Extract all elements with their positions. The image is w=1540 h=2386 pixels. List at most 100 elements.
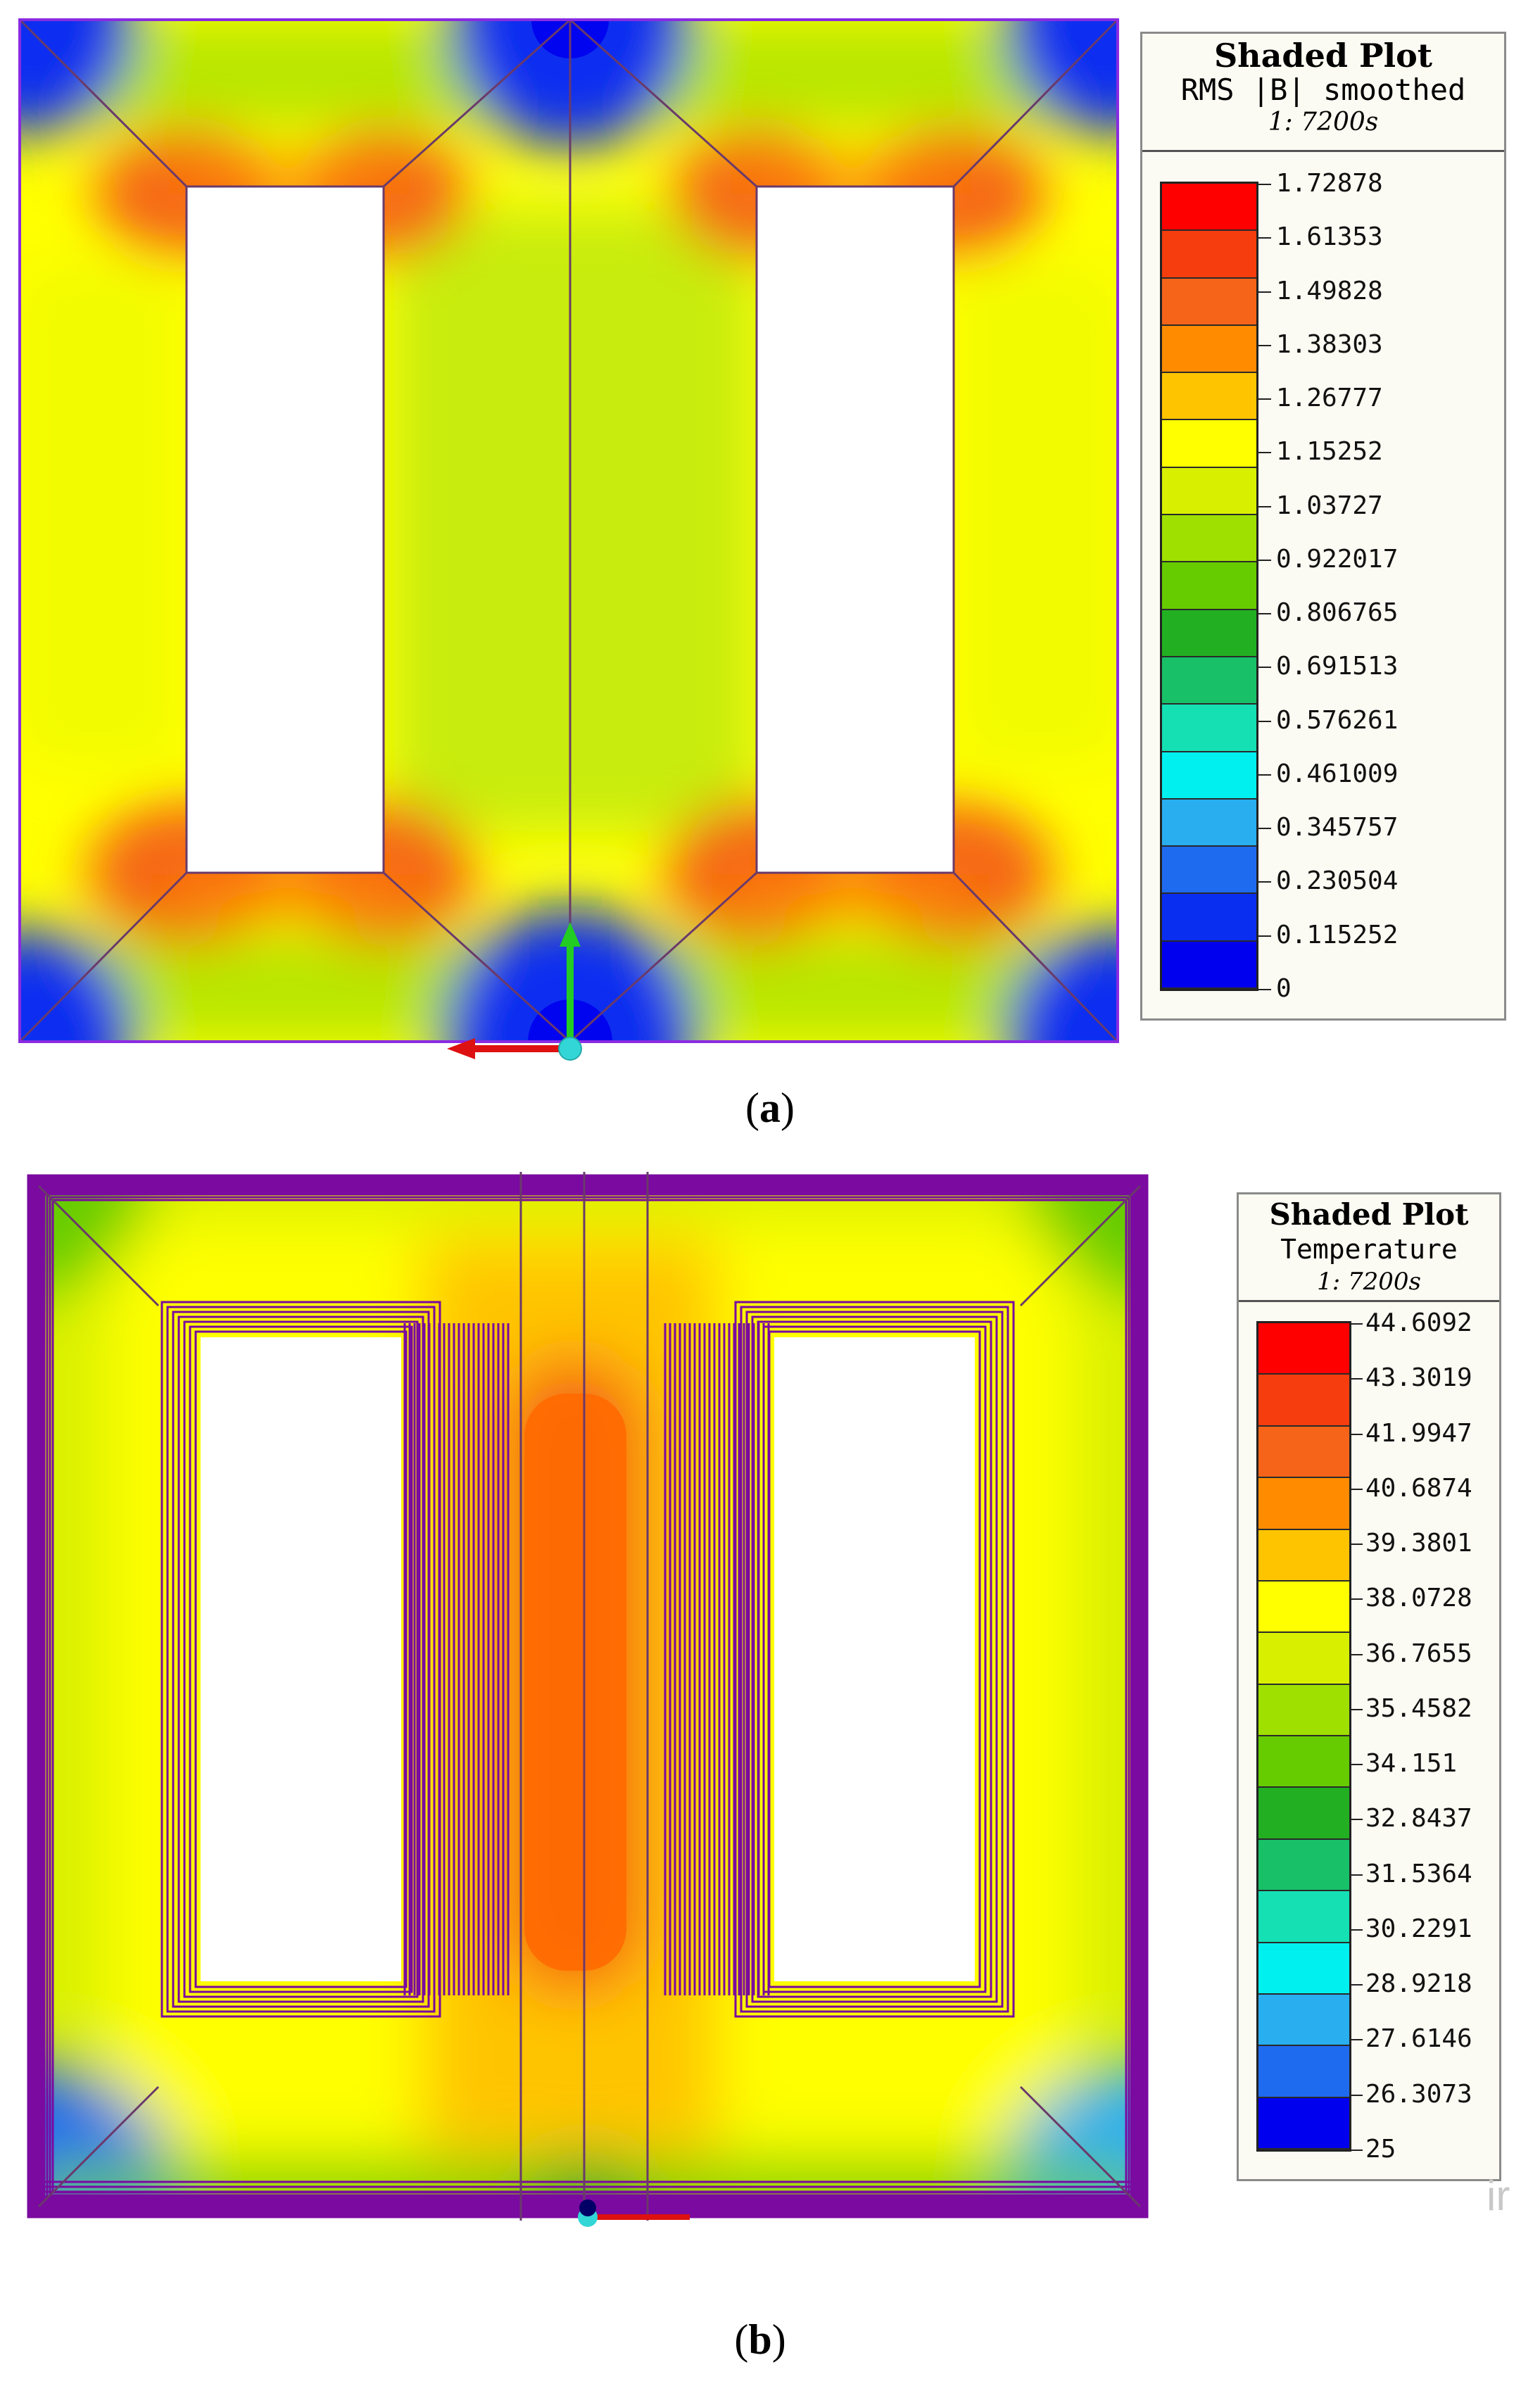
legend-tick [1258, 720, 1271, 722]
layer-outline [751, 1315, 998, 2003]
legend-swatch [1162, 278, 1256, 326]
legend-level-label: 1.49828 [1276, 276, 1383, 305]
legend-level-label: 28.9218 [1365, 1969, 1472, 1999]
legend-level-label: 0.461009 [1276, 759, 1399, 788]
legend-tick [1258, 935, 1271, 937]
legend-swatch [1258, 1375, 1349, 1427]
legend-level-label: 1.26777 [1276, 384, 1383, 413]
legend-level-label: 0.115252 [1276, 920, 1399, 949]
hot-core-column [524, 1394, 626, 1971]
legend-tick [1351, 1488, 1363, 1490]
legend-level-label: 35.4582 [1365, 1693, 1472, 1723]
layer-outline [49, 1196, 1130, 2197]
legend-swatch [1258, 1323, 1349, 1375]
caption-b: (b) [734, 2316, 786, 2363]
legend-swatch [1162, 373, 1256, 421]
window-left-b [201, 1337, 401, 1981]
legend-swatch [1162, 420, 1256, 468]
legend-header-b: Shaded Plot Temperature 1: 7200s [1239, 1194, 1499, 1302]
legend-tick [1351, 2039, 1363, 2041]
legend-level-label: 36.7655 [1365, 1639, 1472, 1668]
layer-outline [734, 1301, 1015, 2018]
legend-temperature: Shaded Plot Temperature 1: 7200s 44.6092… [1237, 1192, 1501, 2181]
layer-outline [183, 1320, 419, 1998]
legend-swatch [1258, 1581, 1349, 1634]
legend-tick [1258, 774, 1271, 776]
legend-swatch [1258, 2046, 1349, 2098]
legend-swatch [1258, 1684, 1349, 1736]
legend-level-label: 32.8437 [1365, 1804, 1472, 1833]
legend-swatch [1162, 515, 1256, 563]
legend-header: Shaded Plot RMS |B| smoothed 1: 7200s [1142, 34, 1504, 152]
legend-flux-density: Shaded Plot RMS |B| smoothed 1: 7200s 1.… [1140, 32, 1506, 1021]
legend-tick [1258, 291, 1271, 293]
legend-swatch [1258, 1478, 1349, 1530]
legend-time-b: 1: 7200s [1317, 1268, 1421, 1296]
legend-level-label: 1.61353 [1276, 222, 1383, 252]
legend-swatch [1162, 894, 1256, 942]
legend-swatch [1258, 1839, 1349, 1892]
legend-swatch [1162, 941, 1256, 989]
legend-color-scale-b [1256, 1321, 1351, 2152]
legend-level-label: 43.3019 [1365, 1363, 1472, 1393]
window-left [185, 185, 385, 874]
legend-level-label: 1.72878 [1276, 169, 1383, 198]
legend-tick [1258, 452, 1271, 454]
legend-tick [1258, 184, 1271, 185]
legend-tick [1351, 2150, 1363, 2151]
legend-tick [1351, 1874, 1363, 1876]
legend-level-label: 1.38303 [1276, 329, 1383, 359]
legend-tick [1351, 2094, 1363, 2096]
legend-swatch [1162, 467, 1256, 516]
legend-swatch [1258, 1736, 1349, 1788]
legend-level-label: 0 [1276, 974, 1292, 1003]
legend-tick [1351, 1819, 1363, 1821]
legend-swatch [1162, 562, 1256, 610]
legend-tick [1258, 828, 1271, 830]
legend-level-label: 34.151 [1365, 1749, 1458, 1779]
legend-swatch [1162, 231, 1256, 279]
legend-tick [1258, 613, 1271, 615]
legend-tick [1351, 1433, 1363, 1435]
legend-time: 1: 7200s [1268, 108, 1379, 137]
legend-swatch [1258, 1891, 1349, 1943]
flux-density-contour-svg [18, 18, 1119, 1061]
mesh-lines-b [37, 1172, 1142, 2221]
layer-outline [740, 1306, 1009, 2013]
legend-level-label: 44.6092 [1365, 1308, 1472, 1337]
legend-swatch [1162, 610, 1256, 657]
legend-level-label: 1.15252 [1276, 437, 1383, 467]
legend-level-label: 26.3073 [1365, 2079, 1472, 2109]
legend-tick [1258, 559, 1271, 561]
legend-tick [1351, 1598, 1363, 1601]
axis-triad-b [578, 2199, 690, 2227]
legend-tick [1351, 1929, 1363, 1931]
legend-swatch [1162, 799, 1256, 847]
legend-level-label: 0.230504 [1276, 866, 1399, 896]
legend-swatch [1258, 1788, 1349, 1840]
legend-level-label: 27.6146 [1365, 2024, 1472, 2054]
legend-tick [1351, 1378, 1363, 1380]
layer-outline [745, 1311, 1004, 2008]
legend-color-scale [1160, 182, 1258, 991]
legend-level-label: 31.5364 [1365, 1859, 1472, 1888]
flux-density-plot [0, 0, 1126, 1063]
legend-level-label: 1.03727 [1276, 491, 1383, 520]
layer-outline [189, 1325, 413, 1993]
legend-level-label: 0.345757 [1276, 813, 1399, 842]
legend-swatch [1162, 705, 1256, 752]
legend-tick [1258, 344, 1271, 346]
legend-tick [1258, 881, 1271, 883]
legend-subtitle-b: Temperature [1280, 1234, 1458, 1265]
legend-tick [1351, 1544, 1363, 1546]
legend-tick [1258, 667, 1271, 669]
legend-level-label: 0.806765 [1276, 598, 1399, 628]
legend-level-label: 39.3801 [1365, 1529, 1472, 1558]
legend-swatch [1258, 1426, 1349, 1479]
legend-tick [1351, 1984, 1363, 1986]
legend-subtitle: RMS |B| smoothed [1180, 72, 1466, 107]
legend-tick [1351, 1764, 1363, 1766]
temperature-plot [0, 1154, 1168, 2252]
layer-outline [177, 1315, 424, 2003]
legend-level-label: 0.922017 [1276, 544, 1399, 574]
